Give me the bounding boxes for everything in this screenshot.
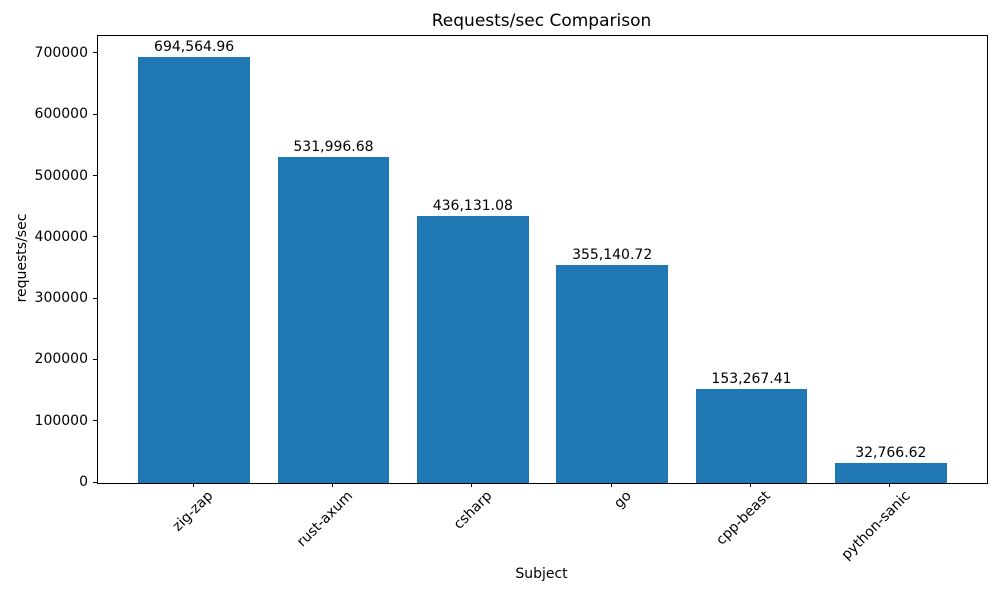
x-tick-label: cpp-beast	[713, 488, 774, 549]
y-tick	[93, 236, 97, 238]
x-tick	[192, 483, 194, 487]
y-tick-label: 500000	[34, 167, 88, 184]
bar	[417, 215, 529, 483]
y-tick-label: 700000	[34, 44, 88, 61]
y-tick-label: 200000	[34, 351, 88, 368]
x-tick	[331, 483, 333, 487]
plot-area: 694,564.96 531,996.68 436,131.08 355,140.72…	[97, 35, 988, 484]
x-axis-label: Subject	[515, 566, 568, 582]
x-tick	[471, 483, 473, 487]
y-tick	[93, 52, 97, 54]
y-tick	[93, 420, 97, 422]
y-tick	[93, 297, 97, 299]
y-tick	[93, 175, 97, 177]
bar	[835, 462, 947, 483]
y-tick-label: 100000	[34, 412, 88, 429]
y-tick-label: 600000	[34, 106, 88, 123]
y-tick	[93, 358, 97, 360]
y-tick-label: 300000	[34, 290, 88, 307]
bar	[695, 389, 808, 483]
x-tick-label: zig-zap	[169, 488, 217, 535]
x-tick	[889, 483, 891, 487]
x-tick-label: go	[610, 488, 635, 512]
x-tick-label: python-sanic	[837, 488, 914, 564]
bar-value-label: 32,766.62	[855, 444, 927, 461]
bar-value-label: 531,996.68	[293, 138, 374, 155]
y-tick	[93, 481, 97, 483]
y-tick	[93, 113, 97, 115]
bar	[556, 265, 668, 483]
y-axis-label: requests/sec	[14, 213, 30, 303]
bar-value-label: 436,131.08	[432, 197, 513, 214]
x-tick-label: csharp	[450, 488, 496, 533]
chart-title: Requests/sec Comparison	[431, 11, 652, 31]
x-tick	[750, 483, 751, 487]
bar	[138, 57, 250, 483]
bar	[277, 156, 390, 483]
y-tick-label: 400000	[34, 228, 88, 245]
x-tick	[610, 483, 612, 487]
x-tick-label: rust-axum	[293, 488, 356, 551]
bar-value-label: 694,564.96	[154, 39, 235, 56]
y-tick-label: 0	[79, 474, 88, 490]
bar-value-label: 355,140.72	[572, 247, 653, 264]
bar-value-label: 153,267.41	[711, 371, 792, 388]
